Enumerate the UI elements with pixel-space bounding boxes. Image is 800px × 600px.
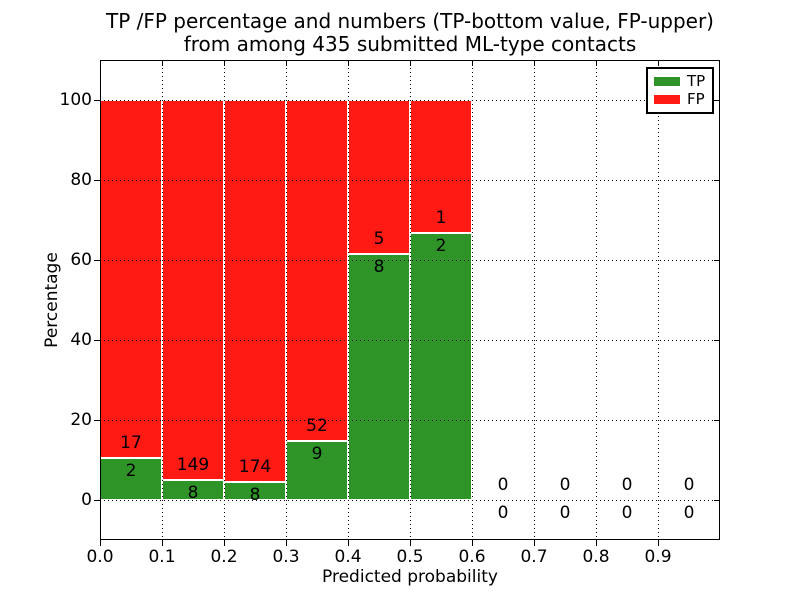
x-tick-label-0.5: 0.5 [396,547,424,567]
gridline-x-0.2 [224,60,225,540]
x-tick-0.9 [658,540,659,546]
x-tick-label-0.7: 0.7 [520,547,548,567]
bar-fp-segment [224,100,286,483]
fp-legend-label: FP [687,90,705,109]
bar-fp-segment [162,100,224,480]
bar-label-fp: 0 [497,475,509,495]
x-tick-top-0.8 [596,61,597,66]
y-tick-label-40: 40 [70,330,92,350]
bar-label-tp: 8 [249,485,261,506]
legend-entry-tp: TP [654,71,706,90]
y-tick-right-0 [714,500,719,501]
y-tick-20 [94,420,100,421]
bar-tp-segment [286,441,348,500]
x-axis-label: Predicted probability [322,567,498,587]
y-tick-right-60 [714,260,719,261]
bar-label-fp: 149 [176,454,210,475]
gridline-x-0.6 [472,60,473,540]
x-tick-top-0.0 [100,61,101,66]
y-tick-80 [94,180,100,181]
gridline-x-0.8 [596,60,597,540]
bar-label-tp: 0 [497,503,509,523]
gridline-x-0.9 [658,60,659,540]
x-tick-0.6 [472,540,473,546]
y-tick-label-60: 60 [70,250,92,270]
bar-label-tp: 2 [435,236,447,257]
bar-label-fp: 5 [373,228,385,249]
x-tick-0.5 [410,540,411,546]
x-tick-label-0.8: 0.8 [582,547,610,567]
x-tick-top-0.1 [162,61,163,66]
bar-label-fp: 0 [559,475,571,495]
x-tick-0.2 [224,540,225,546]
bar-fp-segment [410,100,472,234]
gridline-x-0.1 [162,60,163,540]
y-tick-label-0: 0 [81,490,92,510]
tp-legend-label: TP [687,71,706,90]
x-tick-0.0 [100,540,101,546]
y-tick-right-100 [714,100,719,101]
y-tick-label-20: 20 [70,410,92,430]
bar-fp-segment [100,100,162,458]
gridline-x-0.7 [534,60,535,540]
y-tick-100 [94,100,100,101]
x-tick-label-0.3: 0.3 [272,547,300,567]
bar-label-tp: 0 [559,503,571,523]
chart-title-line2: from among 435 submitted ML-type contact… [183,32,637,56]
x-tick-top-0.3 [286,61,287,66]
bar-label-tp: 0 [621,503,633,523]
bar-label-fp: 52 [306,416,328,436]
x-tick-label-0.9: 0.9 [644,547,672,567]
gridline-x-0.3 [286,60,287,540]
chart-title-line1: TP /FP percentage and numbers (TP-bottom… [106,9,714,33]
bar-label-tp: 8 [373,256,385,277]
bar-label-fp: 1 [435,208,447,229]
bar-label-fp: 17 [120,432,142,453]
x-tick-top-0.2 [224,61,225,66]
bar-label-tp: 0 [683,503,695,523]
bar-tp-segment [100,457,162,500]
x-tick-0.4 [348,540,349,546]
x-tick-top-0.9 [658,61,659,66]
x-tick-0.1 [162,540,163,546]
tp-legend-swatch [654,76,680,86]
x-tick-label-0.0: 0.0 [86,547,114,567]
gridline-x-0.5 [410,60,411,540]
bar-label-tp: 8 [187,482,199,503]
y-tick-right-80 [714,180,719,181]
bar-label-tp: 2 [125,460,137,481]
bar-label-fp: 174 [238,457,272,478]
y-tick-0 [94,500,100,501]
x-tick-0.7 [534,540,535,546]
bar-label-fp: 0 [683,475,695,495]
y-tick-label-80: 80 [70,170,92,190]
x-tick-0.8 [596,540,597,546]
y-tick-40 [94,340,100,341]
bar-tp-segment [410,233,472,500]
y-tick-label-100: 100 [59,90,92,110]
x-tick-label-0.2: 0.2 [210,547,238,567]
bar-fp-segment [286,100,348,441]
bar-label-fp: 0 [621,475,633,495]
y-tick-right-20 [714,420,719,421]
x-tick-0.3 [286,540,287,546]
x-tick-top-0.4 [348,61,349,66]
legend: TP FP [646,67,714,114]
y-tick-60 [94,260,100,261]
x-tick-label-0.4: 0.4 [334,547,362,567]
x-tick-top-0.7 [534,61,535,66]
bar-tp-segment [348,253,410,500]
x-tick-label-0.1: 0.1 [148,547,176,567]
x-tick-label-0.6: 0.6 [458,547,486,567]
legend-entry-fp: FP [654,92,706,107]
x-tick-top-0.5 [410,61,411,66]
bar-fp-segment [348,100,410,254]
y-tick-right-40 [714,340,719,341]
gridline-x-0.4 [348,60,349,540]
x-tick-top-0.6 [472,61,473,66]
bar-label-tp: 9 [311,444,323,464]
fp-legend-swatch [654,95,680,105]
